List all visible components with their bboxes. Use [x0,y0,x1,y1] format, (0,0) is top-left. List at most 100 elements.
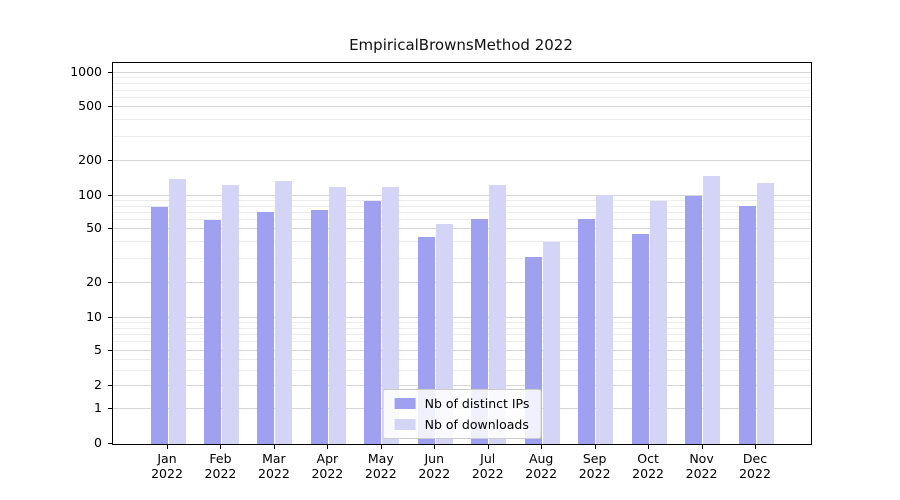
bar-downloads [756,182,774,444]
gridline-major [113,317,811,318]
x-tick-label: Aug 2022 [506,451,576,481]
bar-distinct-ips [150,206,168,444]
bar-downloads [596,195,614,444]
x-tick-month: Apr [316,451,339,466]
x-tick-label: Jul 2022 [453,451,523,481]
bar-distinct-ips [257,212,275,444]
bar-downloads [542,242,560,444]
gridline-minor [113,241,811,243]
gridline-minor [113,369,811,371]
bar-downloads [275,180,293,444]
bar-downloads [649,201,667,444]
x-tick-label: Dec 2022 [720,451,790,481]
legend-item-downloads: Nb of downloads [394,417,530,432]
gridline-minor [113,200,811,202]
x-tick-mark [273,445,275,449]
x-tick-month: Jan [157,451,177,466]
x-tick-mark [541,445,543,449]
y-tick-mark [108,195,112,196]
chart-title: EmpiricalBrownsMethod 2022 [349,36,573,54]
bar-downloads [382,186,400,444]
x-tick-year: 2022 [151,466,183,481]
y-tick-mark [108,350,112,351]
y-tick-mark [108,408,112,409]
y-tick-label: 100 [78,187,102,202]
bar-downloads [703,175,721,444]
x-tick-label: Jun 2022 [399,451,469,481]
x-tick-month: May [367,451,394,466]
bar-distinct-ips [631,233,649,444]
gridline-major [113,195,811,196]
x-tick-mark [220,445,222,449]
gridline-minor [113,358,811,360]
legend-label-distinct-ips: Nb of distinct IPs [424,396,530,411]
legend-swatch-distinct-ips [394,398,416,409]
y-tick-label: 1000 [70,64,102,79]
gridline-major [113,72,811,73]
x-tick-year: 2022 [632,466,664,481]
y-tick-mark [108,317,112,318]
y-tick-label: 50 [86,220,102,235]
x-tick-year: 2022 [525,466,558,481]
y-tick-label: 500 [78,98,102,113]
x-tick-month: Jul [480,451,496,466]
gridline-minor [113,327,811,329]
x-tick-label: Oct 2022 [613,451,683,481]
x-tick-year: 2022 [204,466,237,481]
bar-distinct-ips [203,220,221,444]
x-tick-year: 2022 [311,466,344,481]
bar-distinct-ips [471,218,489,444]
bar-distinct-ips [738,206,756,444]
gridline-minor [113,77,811,79]
x-tick-mark [487,445,489,449]
gridline-minor [113,258,811,260]
x-tick-year: 2022 [418,466,451,481]
gridline-major [113,282,811,283]
x-tick-month: Nov [689,451,714,466]
gridline-major [113,385,811,386]
x-tick-month: Mar [262,451,286,466]
y-tick-label: 2 [94,377,102,392]
gridline-minor [113,136,811,138]
y-tick-label: 1 [94,400,102,415]
legend-item-distinct-ips: Nb of distinct IPs [394,396,530,411]
x-tick-month: Jun [424,451,445,466]
gridline-minor [113,219,811,221]
x-tick-mark [594,445,596,449]
x-tick-year: 2022 [258,466,290,481]
x-tick-month: Sep [582,451,607,466]
y-tick-mark [108,160,112,161]
y-tick-label: 0 [94,435,102,450]
x-tick-year: 2022 [364,466,397,481]
x-tick-label: Feb 2022 [185,451,255,481]
y-tick-mark [108,443,112,444]
x-tick-mark [755,445,756,449]
bar-distinct-ips [364,201,382,444]
gridline-minor [113,322,811,324]
x-tick-mark [380,445,382,449]
x-tick-mark [167,445,168,449]
legend-swatch-downloads [394,419,416,430]
gridline-minor [113,82,811,84]
y-tick-mark [108,228,112,229]
x-tick-month: Oct [637,451,659,466]
x-tick-mark [434,445,436,449]
x-tick-year: 2022 [739,466,771,481]
gridline-major [113,228,811,229]
gridline-major [113,160,811,161]
gridline-major [113,106,811,107]
x-tick-label: Jan 2022 [132,451,202,481]
x-tick-label: Apr 2022 [292,451,362,481]
y-tick-label: 20 [86,274,102,289]
gridline-major [113,350,811,351]
gridline-minor [113,205,811,207]
legend-label-downloads: Nb of downloads [424,417,529,432]
plot-area: Nb of distinct IPs Nb of downloads [112,62,812,445]
y-tick-label: 10 [86,309,102,324]
y-tick-label: 200 [78,152,102,167]
y-tick-mark [108,385,112,386]
x-tick-year: 2022 [471,466,504,481]
x-tick-label: Sep 2022 [560,451,630,481]
bar-downloads [489,184,507,444]
